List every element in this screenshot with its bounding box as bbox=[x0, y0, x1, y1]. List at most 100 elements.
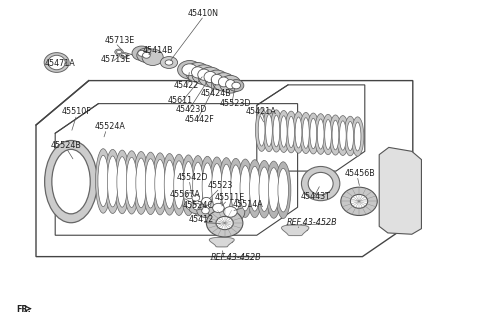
Text: 45524C: 45524C bbox=[182, 201, 214, 210]
Ellipse shape bbox=[302, 118, 309, 148]
Ellipse shape bbox=[216, 200, 245, 223]
Ellipse shape bbox=[205, 70, 228, 89]
Ellipse shape bbox=[354, 122, 361, 151]
Text: 45524A: 45524A bbox=[95, 122, 126, 131]
Ellipse shape bbox=[202, 207, 209, 214]
Ellipse shape bbox=[230, 165, 241, 211]
Text: 45412: 45412 bbox=[189, 215, 215, 224]
Ellipse shape bbox=[52, 149, 90, 214]
Text: 45443T: 45443T bbox=[300, 191, 330, 201]
Ellipse shape bbox=[232, 82, 240, 89]
Text: 45442F: 45442F bbox=[184, 115, 214, 124]
Text: 45511E: 45511E bbox=[215, 193, 245, 202]
Ellipse shape bbox=[202, 163, 213, 210]
Ellipse shape bbox=[310, 118, 317, 149]
Ellipse shape bbox=[270, 110, 283, 152]
Ellipse shape bbox=[329, 115, 342, 155]
Ellipse shape bbox=[124, 151, 139, 214]
Ellipse shape bbox=[188, 192, 204, 204]
Ellipse shape bbox=[114, 150, 130, 214]
Ellipse shape bbox=[216, 216, 233, 230]
Ellipse shape bbox=[295, 117, 302, 148]
Ellipse shape bbox=[268, 168, 279, 212]
Ellipse shape bbox=[276, 162, 291, 218]
Text: 45456B: 45456B bbox=[345, 168, 375, 178]
Ellipse shape bbox=[209, 157, 225, 216]
Ellipse shape bbox=[341, 187, 377, 215]
Ellipse shape bbox=[228, 80, 244, 91]
Text: 45514A: 45514A bbox=[232, 200, 263, 209]
Ellipse shape bbox=[197, 204, 214, 217]
Ellipse shape bbox=[186, 193, 193, 199]
Text: 45713E: 45713E bbox=[101, 55, 131, 64]
Ellipse shape bbox=[277, 111, 290, 152]
Ellipse shape bbox=[183, 162, 194, 209]
Ellipse shape bbox=[259, 167, 270, 212]
Ellipse shape bbox=[121, 54, 126, 57]
Ellipse shape bbox=[224, 207, 237, 217]
Ellipse shape bbox=[247, 160, 263, 218]
Ellipse shape bbox=[308, 172, 333, 195]
Ellipse shape bbox=[142, 49, 163, 65]
Ellipse shape bbox=[204, 71, 216, 83]
Ellipse shape bbox=[117, 50, 121, 54]
Ellipse shape bbox=[213, 73, 235, 91]
Ellipse shape bbox=[192, 67, 204, 78]
Ellipse shape bbox=[285, 111, 298, 153]
Ellipse shape bbox=[300, 113, 312, 154]
Ellipse shape bbox=[200, 156, 215, 216]
Ellipse shape bbox=[219, 158, 234, 217]
Text: 45421A: 45421A bbox=[246, 107, 276, 116]
Text: 45471A: 45471A bbox=[44, 59, 75, 68]
Text: 45410N: 45410N bbox=[187, 9, 218, 18]
Ellipse shape bbox=[226, 80, 235, 89]
Ellipse shape bbox=[198, 69, 210, 80]
Ellipse shape bbox=[192, 162, 203, 210]
Ellipse shape bbox=[322, 114, 334, 155]
Ellipse shape bbox=[171, 154, 187, 215]
Polygon shape bbox=[282, 225, 309, 236]
Text: REF.43-452B: REF.43-452B bbox=[287, 217, 337, 227]
Ellipse shape bbox=[190, 156, 205, 216]
Ellipse shape bbox=[98, 155, 108, 207]
Ellipse shape bbox=[198, 67, 222, 87]
Ellipse shape bbox=[280, 116, 287, 147]
Ellipse shape bbox=[314, 114, 327, 154]
Ellipse shape bbox=[257, 161, 272, 218]
Ellipse shape bbox=[211, 74, 223, 85]
Ellipse shape bbox=[126, 157, 137, 208]
Ellipse shape bbox=[336, 115, 349, 156]
Ellipse shape bbox=[202, 197, 211, 205]
Ellipse shape bbox=[255, 109, 268, 151]
Ellipse shape bbox=[155, 160, 165, 208]
Text: 45510F: 45510F bbox=[61, 107, 91, 116]
Text: 45542D: 45542D bbox=[177, 172, 208, 182]
Text: 45523: 45523 bbox=[207, 181, 233, 190]
Text: 45523D: 45523D bbox=[220, 99, 252, 108]
Ellipse shape bbox=[48, 55, 65, 70]
Ellipse shape bbox=[265, 114, 272, 146]
Ellipse shape bbox=[120, 52, 128, 58]
Ellipse shape bbox=[96, 149, 111, 213]
Ellipse shape bbox=[165, 60, 173, 65]
Ellipse shape bbox=[347, 121, 354, 151]
Ellipse shape bbox=[188, 199, 205, 214]
Ellipse shape bbox=[332, 120, 339, 150]
Ellipse shape bbox=[162, 154, 177, 215]
Ellipse shape bbox=[292, 112, 305, 153]
Ellipse shape bbox=[160, 57, 178, 68]
Ellipse shape bbox=[196, 193, 217, 210]
Ellipse shape bbox=[108, 156, 118, 207]
Ellipse shape bbox=[278, 168, 288, 212]
Polygon shape bbox=[379, 147, 421, 234]
Polygon shape bbox=[209, 238, 234, 247]
Ellipse shape bbox=[178, 61, 202, 79]
Text: 45424B: 45424B bbox=[201, 89, 231, 98]
Ellipse shape bbox=[240, 165, 251, 211]
Text: 45611: 45611 bbox=[168, 96, 193, 105]
Ellipse shape bbox=[138, 50, 145, 56]
Ellipse shape bbox=[182, 190, 197, 202]
Ellipse shape bbox=[351, 117, 364, 156]
Ellipse shape bbox=[145, 159, 156, 208]
Ellipse shape bbox=[164, 160, 175, 209]
